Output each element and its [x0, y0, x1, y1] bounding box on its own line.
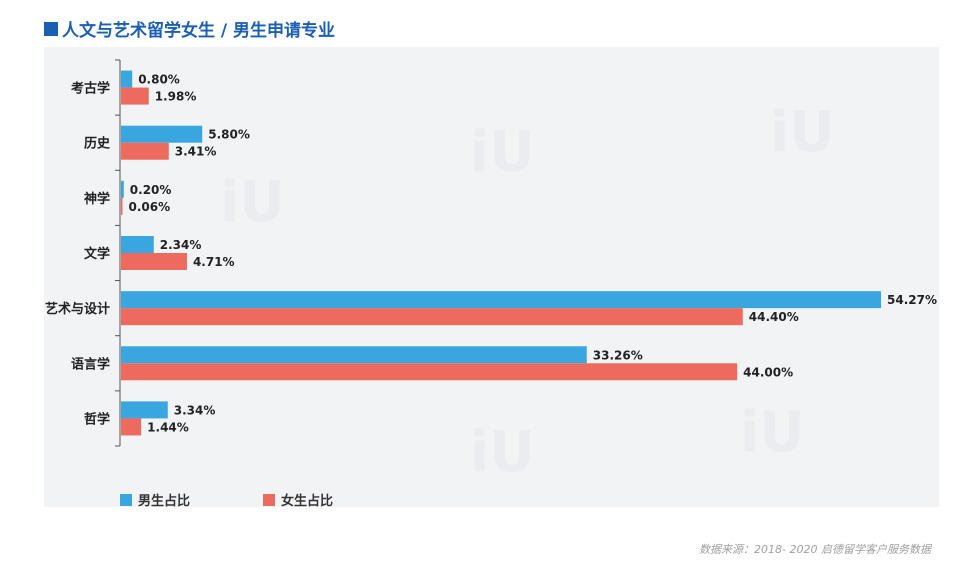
square-marker-icon [44, 21, 58, 36]
data-label-female: 4.71% [193, 255, 235, 269]
bar-female [121, 253, 187, 270]
bar-male [121, 346, 587, 364]
category-label: 哲学 [84, 411, 110, 427]
bar-female [121, 87, 149, 105]
legend-female: 女生占比 [263, 490, 333, 509]
bar-male [121, 70, 133, 88]
category-label: 历史 [84, 136, 111, 152]
bar-male [121, 236, 154, 253]
data-label-male: 0.80% [138, 73, 180, 87]
chart-title: 人文与艺术留学女生 / 男生申请专业 [62, 21, 336, 41]
bar-female [121, 418, 142, 436]
data-label-male: 0.20% [130, 183, 172, 197]
data-label-male: 33.26% [593, 348, 643, 362]
bar-female [121, 363, 738, 381]
category-label: 神学 [84, 191, 110, 207]
bar-female [121, 142, 169, 160]
legend-female-swatch [263, 493, 275, 506]
category-label: 考古学 [71, 81, 110, 97]
bar-male [121, 125, 203, 143]
bar-male [121, 401, 168, 419]
legend-male: 男生占比 [120, 490, 190, 509]
data-label-female: 3.41% [175, 145, 217, 159]
legend-female-label: 女生占比 [281, 494, 334, 509]
legend-male-swatch [120, 493, 132, 506]
data-label-female: 44.40% [749, 310, 799, 324]
data-label-male: 2.34% [160, 238, 202, 252]
chart-header: 人文与艺术留学女生 / 男生申请专业 [44, 16, 335, 41]
bar-female [121, 197, 123, 215]
data-label-male: 3.34% [174, 403, 216, 417]
bar-female [121, 308, 743, 326]
data-label-female: 44.00% [743, 365, 793, 379]
data-label-male: 54.27% [887, 293, 937, 307]
bar-male [121, 180, 124, 198]
category-label: 艺术与设计 [45, 301, 110, 317]
data-label-female: 1.98% [155, 90, 197, 104]
legend-male-label: 男生占比 [138, 494, 191, 509]
category-label: 文学 [84, 246, 110, 262]
chart-panel [44, 47, 939, 507]
bar-male [121, 291, 881, 309]
data-label-female: 0.06% [129, 200, 171, 214]
category-label: 语言学 [71, 356, 110, 372]
data-source: 数据来源：2018- 2020 启德留学客户服务数据 [699, 543, 931, 556]
data-label-male: 5.80% [208, 128, 250, 142]
data-label-female: 1.44% [147, 420, 189, 434]
